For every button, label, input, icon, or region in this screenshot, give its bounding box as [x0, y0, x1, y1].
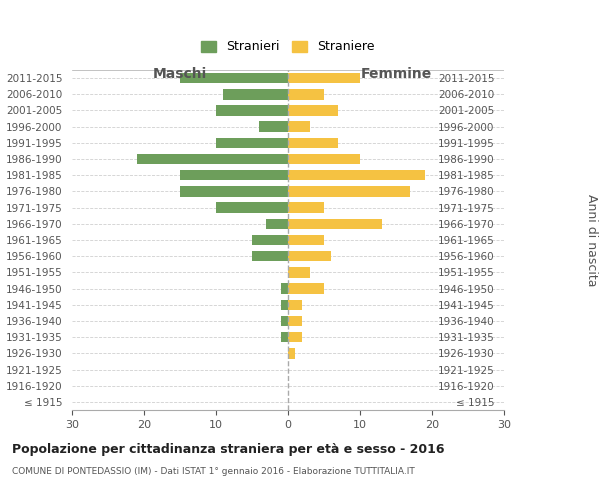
Bar — [216, 202, 288, 213]
Bar — [288, 186, 410, 196]
Text: Femmine: Femmine — [361, 67, 431, 81]
Bar — [180, 73, 288, 84]
Bar — [266, 218, 288, 229]
Bar — [288, 251, 331, 262]
Bar — [288, 234, 324, 246]
Bar — [288, 316, 302, 326]
Text: COMUNE DI PONTEDASSIO (IM) - Dati ISTAT 1° gennaio 2016 - Elaborazione TUTTITALI: COMUNE DI PONTEDASSIO (IM) - Dati ISTAT … — [12, 468, 415, 476]
Bar — [252, 251, 288, 262]
Bar — [288, 89, 324, 100]
Bar — [288, 218, 382, 229]
Bar — [288, 122, 310, 132]
Bar — [281, 316, 288, 326]
Bar — [281, 300, 288, 310]
Bar — [252, 234, 288, 246]
Bar — [137, 154, 288, 164]
Text: Maschi: Maschi — [153, 67, 207, 81]
Bar — [288, 202, 324, 213]
Bar — [288, 170, 425, 180]
Bar — [223, 89, 288, 100]
Bar — [288, 300, 302, 310]
Bar — [288, 154, 360, 164]
Text: Anni di nascita: Anni di nascita — [584, 194, 598, 286]
Bar — [180, 170, 288, 180]
Bar — [180, 186, 288, 196]
Bar — [288, 348, 295, 358]
Bar — [216, 105, 288, 116]
Bar — [288, 267, 310, 278]
Bar — [216, 138, 288, 148]
Bar — [288, 138, 338, 148]
Bar — [259, 122, 288, 132]
Bar — [288, 73, 360, 84]
Text: Popolazione per cittadinanza straniera per età e sesso - 2016: Popolazione per cittadinanza straniera p… — [12, 442, 445, 456]
Bar — [288, 284, 324, 294]
Bar — [288, 332, 302, 342]
Bar — [288, 105, 338, 116]
Legend: Stranieri, Straniere: Stranieri, Straniere — [196, 36, 380, 59]
Bar — [281, 284, 288, 294]
Bar — [281, 332, 288, 342]
